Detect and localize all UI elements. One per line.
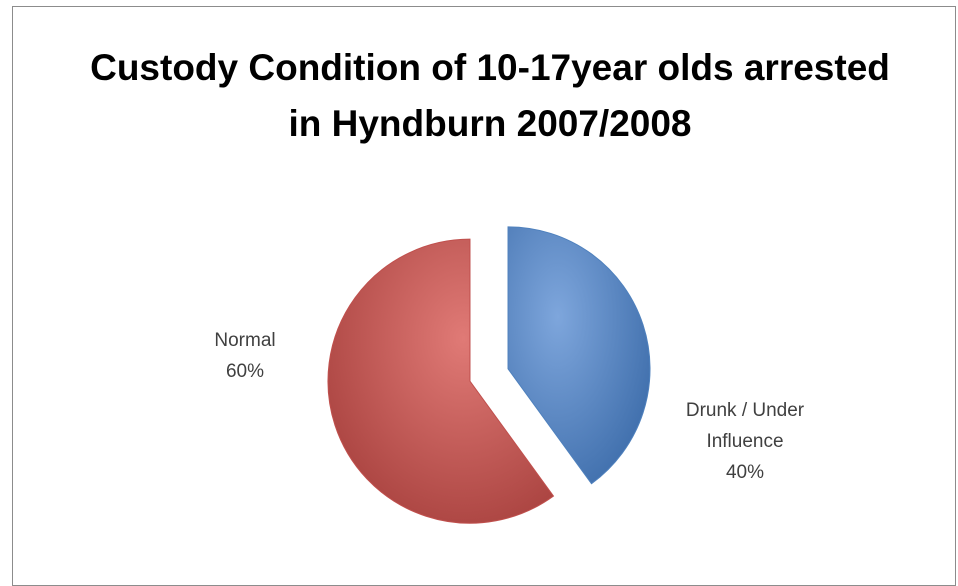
category-label: Normal: [214, 330, 276, 351]
chart-title: Custody Condition of 10-17year olds arre…: [90, 47, 890, 144]
pie-slice: [327, 238, 555, 524]
slice-label: Drunk / Under Influence 40%: [660, 395, 830, 488]
slice-label: Normal 60%: [180, 325, 310, 387]
value-label: 60%: [225, 361, 265, 382]
pie-slice: [507, 226, 651, 485]
value-label: 40%: [725, 462, 765, 483]
category-label: Drunk / Under Influence: [685, 400, 805, 452]
